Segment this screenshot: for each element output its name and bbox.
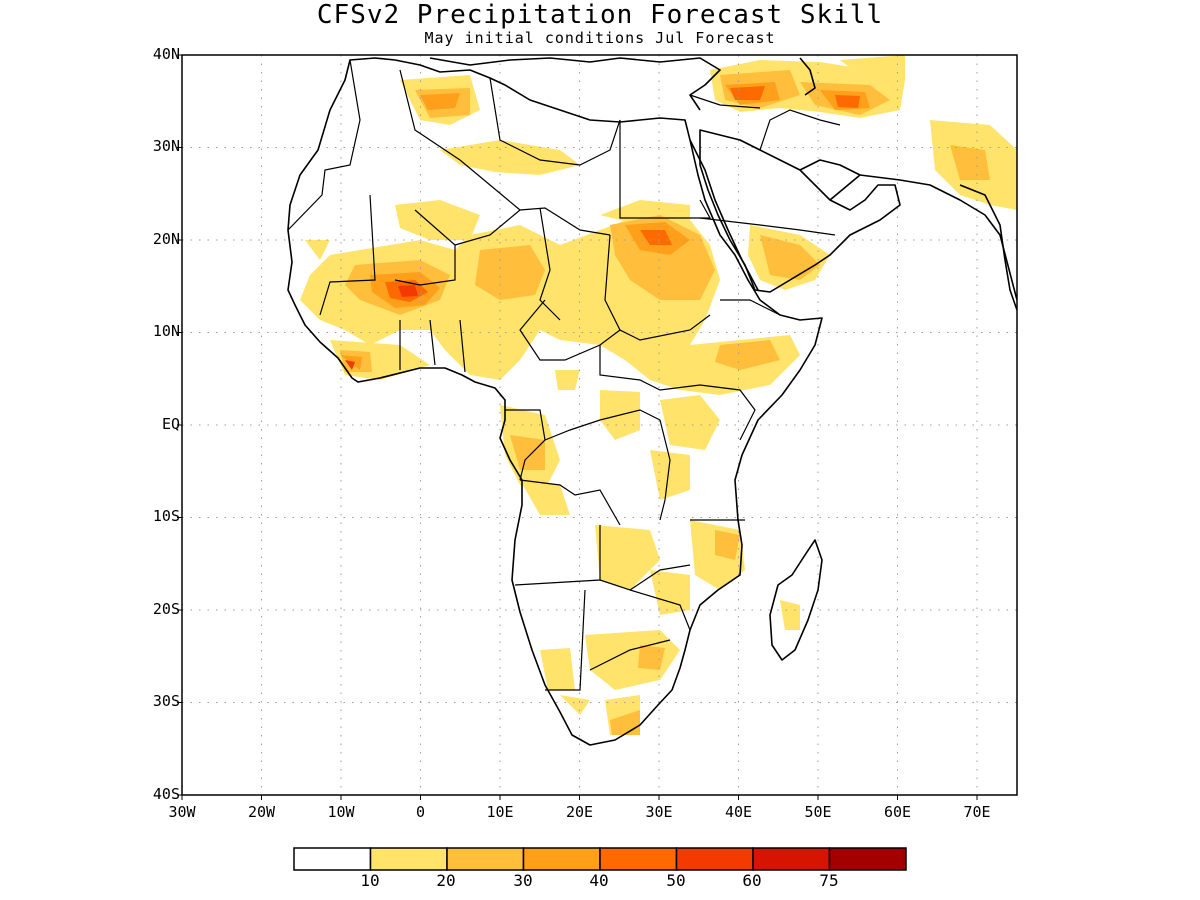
- lon-label-20w: 20W: [247, 803, 276, 821]
- colorbar-swatch-0: [293, 847, 372, 871]
- grid-lines: [182, 55, 1017, 795]
- lon-label-0: 0: [415, 803, 426, 821]
- skill-band-50-60: [345, 285, 418, 370]
- lat-label-40n: 40N: [152, 45, 180, 63]
- colorbar-swatch-1: [369, 847, 448, 871]
- colorbar-swatch-3: [522, 847, 601, 871]
- colorbar-label-50: 50: [666, 871, 686, 890]
- mediterranean-north-coast: [429, 57, 721, 111]
- colorbar-swatch-6: [752, 847, 831, 871]
- lon-label-10w: 10W: [327, 803, 355, 821]
- caspian-coast: [799, 57, 816, 96]
- lat-label-20s: 20S: [152, 600, 180, 618]
- lat-label-30s: 30S: [152, 692, 180, 710]
- lat-label-40s: 40S: [152, 785, 180, 803]
- lon-label-30e: 30E: [645, 803, 673, 821]
- madagascar-coastline: [769, 539, 823, 661]
- lon-label-70e: 70E: [963, 803, 991, 821]
- coastlines: [287, 57, 1017, 746]
- country-borders: [287, 59, 841, 691]
- lon-label-50e: 50E: [804, 803, 832, 821]
- lon-label-20e: 20E: [565, 803, 594, 821]
- red-sea-coast: [689, 139, 759, 291]
- persian-gulf-coast: [799, 159, 861, 176]
- arabia-coastline: [699, 129, 901, 293]
- colorbar-swatch-7: [828, 847, 907, 871]
- india-coast: [959, 184, 1017, 311]
- colorbar-label-10: 10: [360, 871, 380, 890]
- chart-title: CFSv2 Precipitation Forecast Skill: [316, 0, 884, 30]
- africa-coastline: [287, 57, 823, 746]
- lon-label-40e: 40E: [724, 803, 753, 821]
- iran-coast: [829, 174, 1017, 301]
- lon-label-60e: 60E: [883, 803, 912, 821]
- colorbar: [293, 847, 907, 871]
- colorbar-label-60: 60: [742, 871, 762, 890]
- lat-label-10n: 10N: [152, 322, 180, 340]
- colorbar-label-20: 20: [436, 871, 456, 890]
- lat-label-eq: EQ: [161, 415, 180, 433]
- colorbar-swatch-2: [446, 847, 525, 871]
- lon-label-10e: 10E: [486, 803, 514, 821]
- lat-label-20n: 20N: [152, 230, 180, 248]
- colorbar-label-30: 30: [513, 871, 533, 890]
- lon-label-30w: 30W: [168, 803, 196, 821]
- lat-label-30n: 30N: [152, 137, 180, 155]
- skill-shading-layer: [300, 55, 1017, 735]
- lat-label-10s: 10S: [152, 507, 180, 525]
- colorbar-label-75: 75: [819, 871, 839, 890]
- colorbar-label-40: 40: [589, 871, 609, 890]
- chart-subtitle: May initial conditions Jul Forecast: [424, 29, 776, 47]
- colorbar-swatch-5: [675, 847, 754, 871]
- colorbar-swatch-4: [599, 847, 678, 871]
- axis-ticks: [177, 54, 978, 800]
